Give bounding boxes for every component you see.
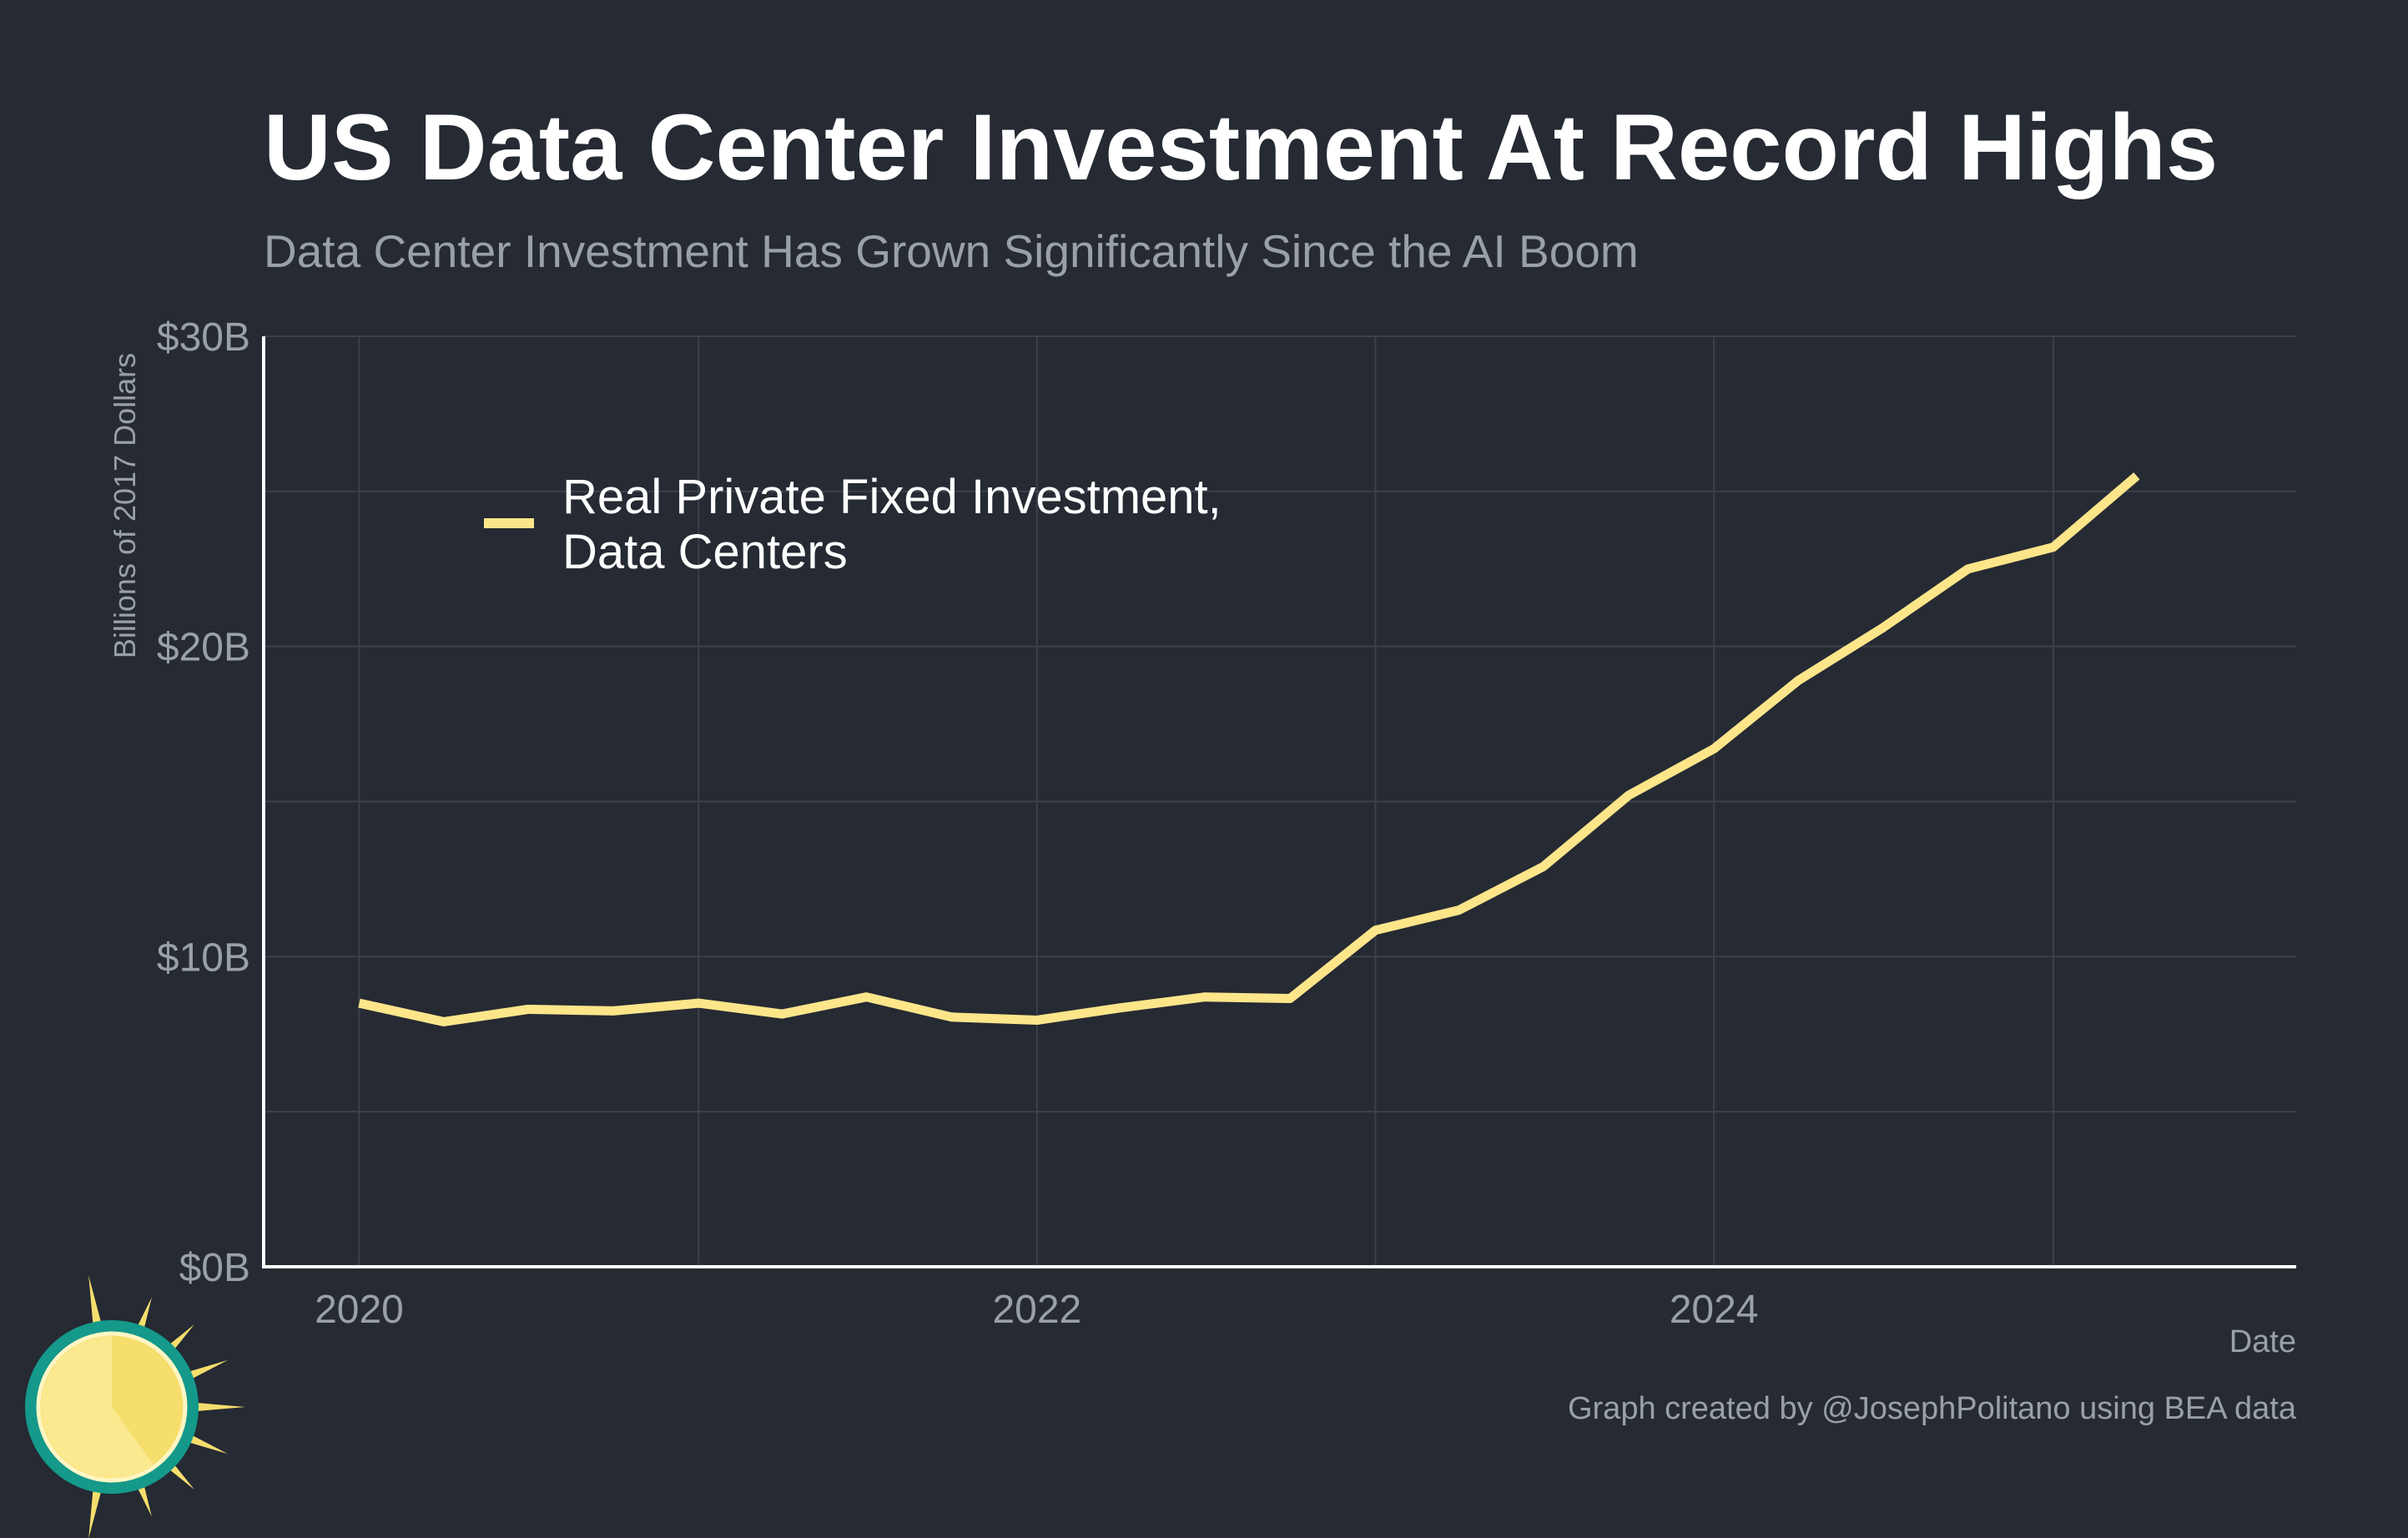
- y-tick-label: $0B: [179, 1246, 250, 1290]
- source-caption: Graph created by @JosephPolitano using B…: [1568, 1391, 2297, 1426]
- gridlines: [264, 335, 2296, 1267]
- series: [358, 472, 2140, 1026]
- x-tick-labels: 2020 2022 2024: [315, 1288, 1758, 1332]
- y-axis-title: Billions of 2017 Dollars: [108, 353, 142, 658]
- legend-label: Real Private Fixed Investment, Data Cent…: [562, 470, 1235, 579]
- y-tick-label: $30B: [157, 315, 250, 360]
- legend: Real Private Fixed Investment, Data Cent…: [484, 470, 1235, 579]
- chart-title: US Data Center Investment At Record High…: [264, 95, 2218, 199]
- x-tick-label: 2020: [315, 1288, 404, 1332]
- series-line: [358, 472, 2140, 1026]
- chart-subtitle: Data Center Investment Has Grown Signifi…: [264, 225, 1639, 277]
- x-tick-label: 2024: [1670, 1288, 1759, 1332]
- y-tick-label: $20B: [157, 626, 250, 670]
- y-tick-labels: $0B $10B $20B $30B: [157, 315, 250, 1290]
- sun-logo: [25, 1275, 245, 1538]
- legend-label-line-1: Real Private Fixed Investment,: [562, 470, 1222, 524]
- logo-sun-highlight: [41, 1336, 154, 1478]
- y-tick-label: $10B: [157, 935, 250, 980]
- axes: [262, 336, 2296, 1268]
- legend-label-line-2: Data Centers: [562, 525, 848, 579]
- x-tick-label: 2022: [992, 1288, 1081, 1332]
- x-axis-title: Date: [2229, 1324, 2296, 1359]
